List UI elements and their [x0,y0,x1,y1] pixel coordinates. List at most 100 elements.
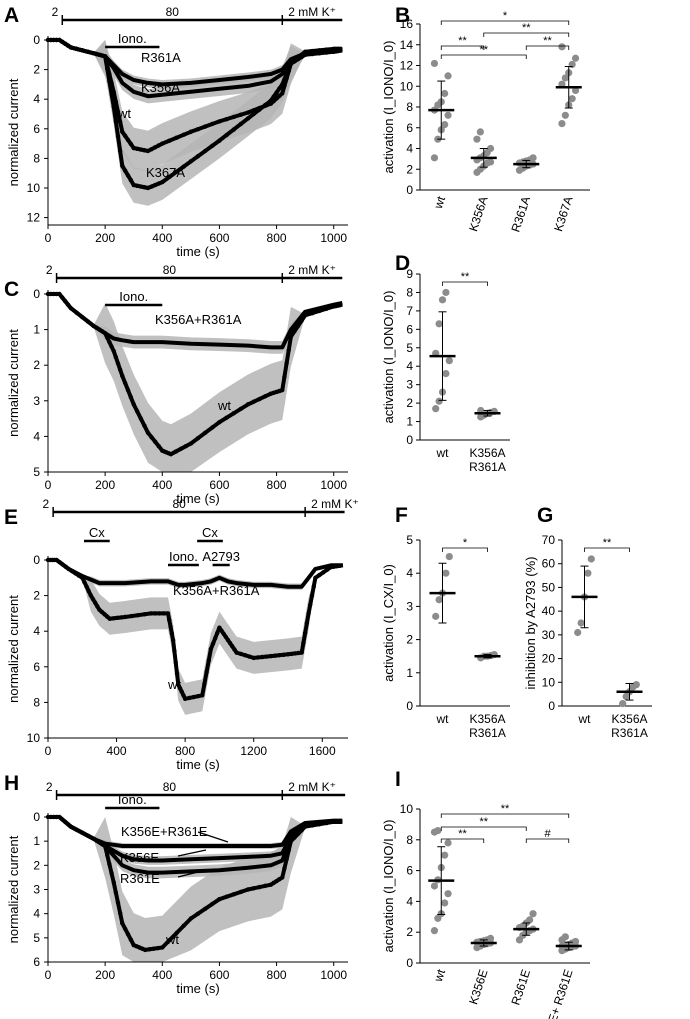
trace-point [282,374,287,379]
trace-point [125,932,131,937]
y-axis-label: activation (I_IONO/I_0) [381,291,396,424]
category-label: wt [431,967,449,984]
trace-point [317,572,322,578]
trace-point [292,651,298,656]
trace-point [85,49,91,55]
data-point [571,86,580,94]
trace-point [68,45,74,50]
y-tick-label: 50 [542,580,556,594]
y-tick-label: 20 [542,652,556,666]
y-tick-label: 12 [27,211,41,225]
trace-point [215,630,220,636]
trace-point [282,866,287,871]
trace-point [115,361,121,366]
panel-letter: I [395,768,401,791]
trace-point [181,132,186,137]
significance-label: ** [458,35,467,47]
trace-point [152,439,158,444]
trace-point [299,650,304,655]
y-tick-label: 1 [33,834,40,848]
y-tick-label: 4 [406,359,413,373]
trace-point [122,133,128,139]
trace-point [212,636,218,641]
trace-point [138,184,144,189]
trace-point [145,148,151,154]
drug-label: Iono. [119,289,148,304]
trace-point [284,857,289,862]
x-axis-label: time (s) [176,244,219,259]
drug-label: Iono. [169,549,198,564]
trace-point [84,584,89,589]
data-point [435,397,443,405]
trace-point [223,634,229,640]
trace-point [202,906,208,912]
data-point [435,320,443,328]
series-label: K356A+R361A [155,312,242,327]
x-tick-label: 800 [267,968,287,982]
trace-point [232,647,237,652]
data-point [486,934,495,942]
significance-label: ** [461,271,470,283]
y-tick-label: 2 [406,925,413,939]
x-tick-label: 200 [95,478,115,492]
trace-point [257,396,262,402]
trace-point [302,630,308,636]
trace-point [311,584,316,589]
data-point [438,296,447,304]
y-tick-label: 4 [33,429,40,443]
data-point [561,74,569,82]
trace-point [167,938,172,943]
series-label: R361E [120,871,160,886]
y-tick-label: 5 [406,341,413,355]
y-tick-label: 0 [406,183,413,197]
trace-point [280,875,285,880]
trace-point [195,693,201,699]
sd-band-wt [48,560,343,715]
y-tick-label: 2 [406,396,413,410]
y-tick-label: 14 [400,38,414,52]
trace-point [174,169,179,174]
data-point [558,80,566,88]
trace-point [157,611,162,616]
x-tick-label: 800 [175,744,195,758]
data-point [430,154,439,162]
series-label: wt [165,932,179,947]
series-label: K356E [120,850,159,865]
k-bar-label: 80 [163,263,177,277]
trace-point [195,126,201,132]
trace-point [176,682,181,687]
y-tick-label: 0 [406,699,413,713]
trace-k356e-r361e [48,815,343,848]
y-tick-label: 2 [406,162,413,176]
trace-point [299,54,304,60]
trace-point [286,347,291,353]
trace-point [251,886,256,891]
trace-point [122,168,128,173]
trace-point [125,173,131,178]
trace-point [117,910,123,916]
trace-point [174,930,179,936]
trace-point [111,880,116,885]
category-label: R361A [508,195,533,234]
trace-point [286,66,291,72]
y-tick-label: 1 [33,323,40,337]
trace-point [173,449,179,454]
data-point [442,370,450,378]
data-point [473,135,481,143]
trace-point [257,884,262,890]
x-tick-label: 1200 [240,744,267,758]
trace-point [156,143,161,148]
category-label: K356A [469,712,505,726]
trace-point [117,148,123,154]
x-tick-label: 400 [107,744,127,758]
trace-point [210,425,215,430]
category-label: wt [431,194,449,211]
trace-point [107,79,112,84]
drug-label: A2793 [202,549,240,564]
trace-point [304,620,310,626]
data-point [444,111,452,119]
data-point [444,72,452,80]
k-bar-label: 2 [46,263,53,277]
trace-point [161,611,166,616]
y-tick-label: 0 [406,956,413,970]
